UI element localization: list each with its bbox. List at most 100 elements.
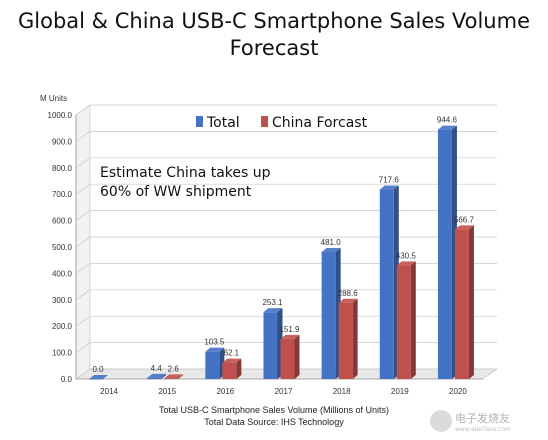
- chart-title-line2: Forecast: [229, 36, 319, 60]
- bar-front: [147, 377, 162, 379]
- gridline: [75, 157, 497, 169]
- footer-caption: Total USB-C Smartphone Sales Volume (Mil…: [158, 405, 390, 415]
- bar-top: [222, 358, 242, 363]
- gridline: [75, 210, 497, 221]
- y-tick-label: 1000.0: [48, 111, 73, 120]
- gridline: [75, 131, 497, 142]
- bar: [321, 248, 341, 379]
- bar-top: [437, 125, 457, 130]
- watermark-logo-icon: [430, 410, 452, 432]
- bar-front: [164, 378, 179, 379]
- y-tick-label: 900.0: [52, 137, 73, 146]
- bar: [396, 261, 416, 379]
- bar: [205, 347, 225, 379]
- bar-side: [352, 298, 358, 379]
- bar-front: [454, 229, 469, 379]
- bar-front: [396, 265, 411, 379]
- bar: [147, 373, 167, 379]
- data-label: 253.1: [262, 298, 283, 307]
- data-label: 566.7: [454, 215, 475, 224]
- annotation-line2: 60% of WW shipment: [100, 184, 252, 200]
- bar-side: [161, 373, 167, 379]
- bar-front: [205, 351, 220, 379]
- data-label: 103.5: [204, 338, 225, 347]
- watermark-sub: www.elecfans.com: [455, 425, 511, 433]
- bar: [263, 308, 283, 379]
- gridline: [75, 236, 497, 248]
- bar-top: [396, 261, 416, 266]
- bar-side: [178, 374, 184, 379]
- annotation: Estimate China takes up 60% of WW shipme…: [100, 164, 271, 202]
- data-label: 4.4: [151, 364, 163, 373]
- bar-side: [294, 334, 300, 379]
- bar: [454, 225, 474, 379]
- gridline: [75, 183, 497, 195]
- legend: Total China Forcast: [196, 115, 368, 131]
- bar-front: [437, 129, 452, 379]
- bar-top: [147, 373, 167, 378]
- legend-item: Total: [196, 115, 240, 131]
- data-label: 944.6: [437, 116, 458, 125]
- y-tick-label: 100.0: [52, 349, 73, 358]
- bar: [379, 185, 399, 379]
- bar: [437, 125, 457, 379]
- x-tick-label: 2014: [100, 387, 118, 396]
- bar: [280, 334, 300, 379]
- data-label: 717.6: [379, 176, 400, 185]
- bar-front: [338, 302, 353, 379]
- watermark-text: 电子发烧友: [455, 411, 510, 425]
- y-tick-label: 0.0: [61, 375, 73, 384]
- label-layer: 0.0 4.4 2.6 103.5 62.1 253.1 151.9 481.0 288.6 71…: [93, 116, 475, 374]
- legend-label: Total: [206, 115, 240, 131]
- annotation-line1: Estimate China takes up: [100, 165, 271, 181]
- gridline: [75, 315, 497, 327]
- legend-swatch: [196, 116, 203, 127]
- x-tick-label: 2017: [275, 387, 293, 396]
- data-label: 62.1: [224, 349, 240, 358]
- bar: [338, 298, 358, 379]
- gridline: [75, 368, 497, 380]
- legend-item: China Forcast: [261, 115, 368, 131]
- chart-title-line1: Global & China USB-C Smartphone Sales Vo…: [18, 9, 530, 33]
- x-tick-label: 2018: [333, 387, 351, 396]
- axis-layer: 0.0 100.0 200.0 300.0 400.0 500.0 600.0 700.0 80…: [40, 94, 483, 396]
- y-tick-label: 600.0: [52, 217, 73, 226]
- chart-title: Global & China USB-C Smartphone Sales Vo…: [0, 8, 548, 62]
- bar-side: [410, 261, 416, 379]
- bar-front: [321, 252, 336, 379]
- bar-top: [379, 185, 399, 190]
- legend-label: China Forcast: [272, 115, 368, 131]
- gridline: [75, 289, 497, 301]
- y-tick-label: 800.0: [52, 164, 73, 173]
- data-label: 430.5: [396, 251, 417, 260]
- x-tick-label: 2019: [391, 387, 409, 396]
- bar: [89, 375, 109, 380]
- bar-layer: [89, 125, 474, 380]
- x-tick-label: 2015: [158, 387, 176, 396]
- bar-top: [454, 225, 474, 230]
- bar-top: [164, 374, 184, 379]
- data-label: 2.6: [168, 364, 180, 373]
- bar-side: [468, 225, 474, 379]
- bar-top: [89, 375, 109, 379]
- bar-top: [263, 308, 283, 313]
- data-label: 151.9: [279, 325, 300, 334]
- y-tick-label: 500.0: [52, 243, 73, 252]
- gridline: [75, 104, 497, 116]
- bar-front: [379, 189, 394, 379]
- data-label: 481.0: [321, 238, 342, 247]
- bar-front: [89, 379, 104, 380]
- bar-top: [338, 298, 358, 303]
- y-tick-label: 200.0: [52, 322, 73, 331]
- y-tick-label: 700.0: [52, 190, 73, 199]
- data-label: 288.6: [338, 289, 359, 298]
- data-label: 0.0: [93, 365, 105, 374]
- watermark: 电子发烧友 www.elecfans.com: [430, 408, 540, 434]
- legend-swatch: [261, 116, 268, 127]
- y-tick-label: 300.0: [52, 296, 73, 305]
- footer-source: Total Data Source: IHS Technology: [204, 417, 344, 427]
- bar-front: [280, 338, 295, 379]
- x-tick-label: 2016: [216, 387, 234, 396]
- bar: [164, 374, 184, 379]
